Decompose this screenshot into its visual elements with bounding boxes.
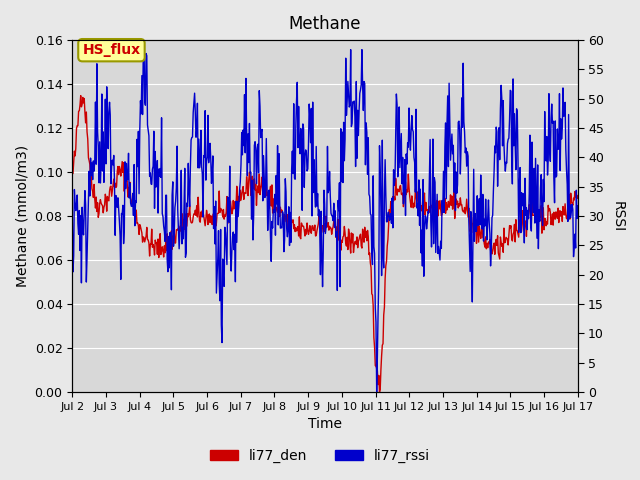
Y-axis label: RSSI: RSSI	[611, 201, 625, 232]
Text: HS_flux: HS_flux	[83, 43, 141, 57]
li77_rssi	[68, 216, 76, 221]
li77_rssi	[209, 169, 216, 175]
li77_den	[403, 192, 410, 198]
Y-axis label: Methane (mmol/m3): Methane (mmol/m3)	[15, 145, 29, 287]
Line: li77_den: li77_den	[72, 96, 578, 392]
li77_rssi	[373, 389, 381, 395]
Line: li77_rssi: li77_rssi	[72, 40, 578, 392]
li77_rssi	[130, 213, 138, 218]
X-axis label: Time: Time	[308, 418, 342, 432]
li77_rssi	[403, 151, 410, 157]
Title: Methane: Methane	[289, 15, 361, 33]
li77_rssi	[182, 254, 189, 260]
li77_den	[77, 93, 84, 98]
Legend: li77_den, li77_rssi: li77_den, li77_rssi	[204, 443, 436, 468]
li77_rssi	[77, 280, 85, 286]
li77_den	[78, 102, 86, 108]
li77_den	[182, 214, 189, 220]
li77_rssi	[388, 220, 396, 226]
li77_den	[209, 222, 216, 228]
li77_den	[388, 202, 396, 207]
li77_den	[68, 171, 76, 177]
li77_den	[574, 192, 582, 198]
li77_den	[376, 389, 383, 395]
li77_rssi	[574, 203, 582, 209]
li77_rssi	[140, 37, 148, 43]
li77_den	[131, 210, 138, 216]
